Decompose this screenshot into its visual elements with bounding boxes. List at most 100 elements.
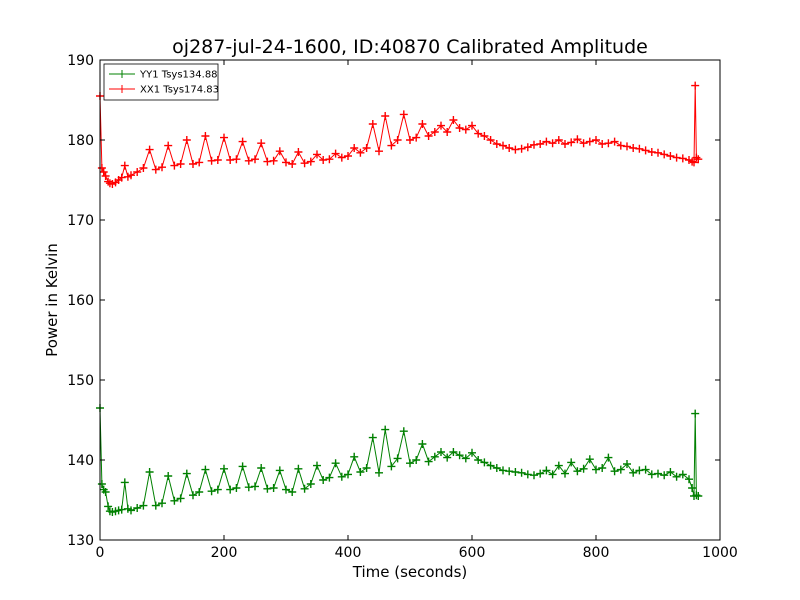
x-axis-label: Time (seconds): [352, 563, 468, 581]
data-point: [430, 452, 439, 461]
data-point: [455, 124, 464, 132]
data-point: [660, 471, 669, 480]
data-point: [207, 156, 216, 165]
data-point: [117, 173, 126, 182]
data-point: [350, 452, 359, 461]
data-point: [623, 460, 631, 468]
y-tick-label: 130: [67, 533, 94, 549]
data-point: [104, 502, 113, 511]
x-tick-label: 0: [96, 545, 105, 561]
data-point: [499, 141, 507, 150]
data-point: [455, 451, 464, 460]
series-0: [96, 404, 703, 516]
data-point: [598, 464, 607, 472]
data-point: [461, 454, 470, 463]
data-point: [692, 153, 701, 162]
data-point: [678, 470, 687, 479]
data-point: [536, 469, 545, 478]
data-point: [585, 455, 594, 464]
data-point: [530, 471, 538, 480]
data-point: [238, 137, 247, 146]
data-point: [567, 458, 576, 467]
data-point: [468, 448, 476, 457]
data-point: [99, 168, 108, 176]
data-point: [393, 454, 402, 463]
y-tick-label: 140: [67, 453, 94, 469]
data-point: [139, 164, 148, 172]
data-point: [480, 458, 489, 467]
data-point: [232, 484, 241, 492]
data-point: [275, 147, 284, 156]
data-point: [182, 136, 191, 144]
data-point: [101, 488, 110, 496]
data-point: [424, 132, 433, 140]
data-point: [176, 494, 185, 503]
data-point: [145, 468, 154, 476]
data-point: [344, 470, 352, 479]
data-point: [635, 144, 644, 153]
data-point: [220, 464, 228, 473]
data-point: [461, 125, 470, 134]
data-point: [232, 155, 241, 164]
data-point: [688, 484, 697, 492]
data-point: [356, 148, 365, 157]
data-point: [585, 137, 594, 146]
data-point: [610, 467, 619, 476]
data-point: [418, 120, 427, 128]
data-point: [690, 158, 698, 167]
y-axis-label: Power in Kelvin: [43, 243, 61, 357]
data-point: [592, 465, 600, 474]
data-point: [548, 470, 557, 479]
data-point: [468, 121, 476, 130]
data-point: [688, 157, 697, 166]
data-point: [213, 156, 222, 164]
data-point: [554, 136, 563, 144]
x-tick-label: 1000: [702, 545, 738, 561]
y-tick-label: 170: [67, 213, 94, 229]
data-point: [604, 139, 613, 148]
y-tick-label: 160: [67, 293, 94, 309]
data-point: [269, 156, 278, 165]
data-point: [666, 152, 675, 160]
data-point: [331, 149, 340, 158]
data-point: [616, 141, 625, 150]
data-point: [567, 138, 576, 147]
data-point: [189, 491, 197, 500]
chart-title: oj287-jul-24-1600, ID:40870 Calibrated A…: [172, 36, 648, 58]
data-point: [573, 467, 582, 476]
data-point: [672, 153, 681, 162]
data-point: [381, 425, 390, 434]
data-point: [201, 132, 210, 140]
data-point: [647, 148, 656, 156]
data-point: [629, 144, 638, 152]
data-point: [437, 448, 445, 456]
data-point: [449, 448, 458, 456]
x-tick-label: 200: [211, 545, 238, 561]
data-point: [263, 157, 272, 166]
data-point: [362, 144, 371, 152]
data-point: [133, 504, 142, 512]
data-point: [561, 140, 569, 148]
data-point: [604, 453, 613, 462]
data-point: [375, 468, 383, 477]
data-point: [300, 159, 309, 168]
legend-marker-yy1: [118, 70, 126, 78]
data-point: [319, 476, 328, 484]
data-point: [418, 440, 427, 448]
data-point: [201, 465, 210, 474]
data-point: [170, 161, 179, 170]
data-point: [275, 466, 284, 475]
data-point: [263, 484, 272, 493]
data-point: [127, 506, 135, 515]
legend-marker-xx1: [118, 85, 126, 93]
legend-box: [103, 63, 219, 101]
data-point: [672, 472, 681, 481]
data-point: [337, 153, 346, 162]
data-point: [120, 161, 129, 170]
data-point: [151, 165, 160, 174]
data-point: [641, 146, 650, 155]
y-tick-label: 150: [67, 373, 94, 389]
data-point: [133, 168, 142, 176]
data-point: [616, 465, 625, 474]
data-point: [517, 144, 526, 153]
